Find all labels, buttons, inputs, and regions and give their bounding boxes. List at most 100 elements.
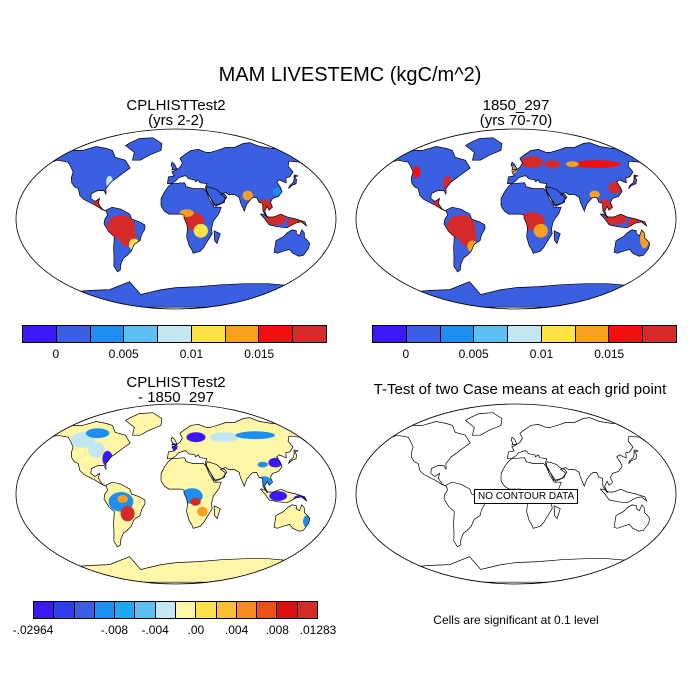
colorbar-swatch [157,326,191,342]
colorbar-swatch [174,602,196,618]
colorbar-tick-label: -.008 [100,623,129,637]
coastline-japan [628,174,640,189]
coastline-northAmerica [385,421,471,487]
map-value-patch [193,223,208,238]
panel-title-bottom-left: CPLHISTTest2 [126,374,226,391]
coastline-arabia [206,186,228,206]
coastline-southAmerica [443,206,486,273]
coastline-australia [273,504,311,532]
coastline-madagascar [213,230,221,245]
figure-title: MAM LIVESTEMC (kgC/m^2) [218,64,482,86]
map-border [15,403,337,585]
coastline-australia [273,229,311,257]
colorbar-swatch [276,602,297,618]
panel-subtitle-bottom-left: - 1850_297 [138,389,214,406]
colorbar-swatch [405,326,440,342]
map-border [355,403,677,585]
colorbar-swatch [296,602,317,618]
map-value-patch [242,190,253,201]
map-border [15,128,337,310]
coastline-uk [170,161,178,171]
coastline-eurasia [166,142,316,219]
colorbar-top-left [22,325,327,343]
map-panel-bottom-left [15,403,337,585]
coastline-southAmerica [103,206,146,273]
coastline-australia [613,229,651,257]
coastline-madagascar [553,230,561,245]
coastline-eurasia [506,142,656,219]
colorbar-swatch [574,326,609,342]
coastline-greenland [124,412,163,436]
coastline-madagascar [213,505,221,520]
panel-subtitle-top-left: (yrs 2-2) [148,112,204,129]
colorbar-tick-label: 0.015 [594,347,625,361]
colorbar-bottom-left-labels: -.02964 -.008 -.004 .00 .004 .008 .01283 [13,623,337,639]
colorbar-swatch [190,326,225,342]
colorbar-swatch [256,602,277,618]
colorbar-bottom-left [33,601,318,619]
coastline-japan [628,449,640,464]
colorbar-swatch [608,326,643,342]
colorbar-swatch [224,326,259,342]
colorbar-swatch [55,326,90,342]
colorbar-swatch [114,602,135,618]
colorbar-swatch [540,326,575,342]
map-value-patch [117,495,128,503]
colorbar-tick-label: 0.01 [179,347,204,361]
colorbar-swatch [89,326,124,342]
coastline-indonesia [259,488,308,504]
coastline-greenland [464,412,503,436]
map-value-patch [120,505,135,522]
map-value-patch [235,431,275,440]
coastline-eurasia [506,417,656,494]
colorbar-swatch [195,602,216,618]
coastline-uk [510,436,518,446]
colorbar-tick-label: 0.005 [458,347,489,361]
coastline-uk [510,161,518,171]
coastline-northAmerica [45,146,131,212]
panel-title-bottom-right: T-Test of two Case means at each grid po… [373,381,667,398]
coastline-northAmerica [385,146,471,212]
colorbar-tick-label: .004 [224,623,249,637]
coastline-arabia [546,186,568,206]
coastline-southAmerica [443,481,486,548]
map-value-patch [272,187,282,196]
coastline-eurasia [166,417,316,494]
map-value-patch [572,160,621,168]
map-value-patch [186,432,206,443]
coastline-greenland [464,137,503,161]
map-panel-top-left [15,128,337,310]
map-value-patch [197,506,208,517]
coastline-indonesia [599,488,648,504]
colorbar-swatch [73,602,94,618]
map-value-patch [85,428,110,439]
coastline-southAmerica [103,481,146,548]
coastline-madagascar [553,505,561,520]
map-value-patch [544,160,561,168]
colorbar-swatch [439,326,474,342]
coastline-japan [288,449,300,464]
colorbar-swatch [154,602,175,618]
coastline-greenland [124,137,163,161]
map-border [355,128,677,310]
colorbar-swatch [34,602,54,618]
coastline-japan [288,174,300,189]
colorbar-swatch [123,326,158,342]
colorbar-swatch [93,602,115,618]
colorbar-tick-label: 0.015 [244,347,275,361]
map-value-patch [209,432,239,443]
coastline-indonesia [599,213,648,229]
colorbar-swatch [235,602,257,618]
map-value-patch [566,161,579,167]
colorbar-swatch [292,326,327,342]
colorbar-tick-label: -.004 [141,623,169,637]
coastline-arabia [206,461,228,481]
colorbar-swatch [134,602,155,618]
map-value-patch [269,491,288,501]
colorbar-tick-label: 0 [402,347,410,361]
map-value-patch [589,190,600,199]
colorbar-swatch [473,326,508,342]
map-value-patch [190,497,201,506]
colorbar-tick-label: -.02964 [12,623,54,637]
coastline-africa [160,457,222,529]
